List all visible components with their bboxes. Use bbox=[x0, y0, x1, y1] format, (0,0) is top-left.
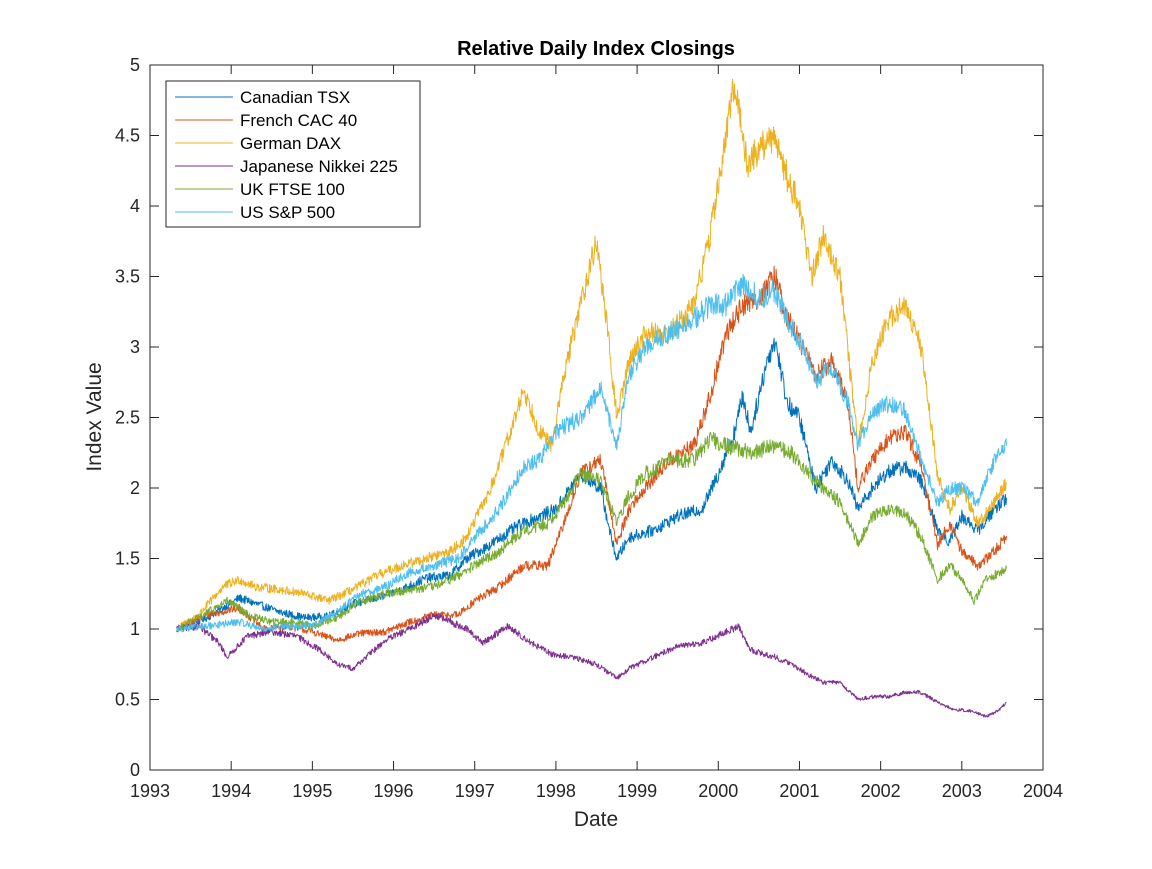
x-tick-label: 1998 bbox=[536, 781, 576, 801]
x-tick-label: 1995 bbox=[292, 781, 332, 801]
chart-title: Relative Daily Index Closings bbox=[457, 38, 735, 60]
x-axis-title: Date bbox=[574, 808, 618, 831]
y-tick-label: 1 bbox=[130, 619, 140, 639]
y-axis-title: Index Value bbox=[83, 362, 106, 471]
series-line-german-dax bbox=[176, 78, 1007, 632]
series-layer bbox=[176, 78, 1007, 718]
x-tick-label: 2002 bbox=[861, 781, 901, 801]
x-tick-label: 1997 bbox=[455, 781, 495, 801]
y-tick-label: 3.5 bbox=[115, 267, 140, 287]
y-tick-label: 0 bbox=[130, 760, 140, 780]
x-tick-label: 1999 bbox=[617, 781, 657, 801]
legend[interactable]: Canadian TSX French CAC 40 German DAX Japan… bbox=[165, 80, 421, 228]
x-tick-label: 2001 bbox=[779, 781, 819, 801]
y-tick-label: 1.5 bbox=[115, 549, 140, 569]
y-tick-label: 0.5 bbox=[115, 690, 140, 710]
x-axis: 1993 1994 1995 1996 1997 1998 1999 2000 2001 2002… bbox=[130, 65, 1063, 801]
legend-label-french-cac-40: French CAC 40 bbox=[240, 111, 357, 130]
series-line-us-s-p-500 bbox=[176, 273, 1007, 633]
y-tick-label: 3 bbox=[130, 337, 140, 357]
y-axis: 0 0.5 1 1.5 2 2.5 3 3.5 4 4.5 5 bbox=[115, 55, 1043, 780]
legend-label-canadian-tsx: Canadian TSX bbox=[240, 88, 350, 107]
legend-label-uk-ftse-100: UK FTSE 100 bbox=[240, 180, 345, 199]
legend-label-us-s-p-500: US S&P 500 bbox=[240, 203, 335, 222]
legend-label-japanese-nikkei-225: Japanese Nikkei 225 bbox=[240, 157, 398, 176]
x-tick-label: 2003 bbox=[942, 781, 982, 801]
x-tick-label: 2004 bbox=[1023, 781, 1063, 801]
y-tick-label: 2.5 bbox=[115, 408, 140, 428]
series-line-french-cac-40 bbox=[176, 265, 1007, 643]
legend-box bbox=[165, 80, 421, 228]
legend-label-german-dax: German DAX bbox=[240, 134, 341, 153]
legend-items: Canadian TSX French CAC 40 German DAX Japan… bbox=[175, 88, 398, 222]
y-tick-label: 5 bbox=[130, 55, 140, 75]
series-line-japanese-nikkei-225 bbox=[176, 613, 1007, 718]
y-tick-label: 4.5 bbox=[115, 126, 140, 146]
y-tick-label: 4 bbox=[130, 196, 140, 216]
x-tick-label: 2000 bbox=[698, 781, 738, 801]
x-tick-label: 1996 bbox=[374, 781, 414, 801]
x-tick-label: 1994 bbox=[211, 781, 251, 801]
y-tick-label: 2 bbox=[130, 478, 140, 498]
x-tick-label: 1993 bbox=[130, 781, 170, 801]
